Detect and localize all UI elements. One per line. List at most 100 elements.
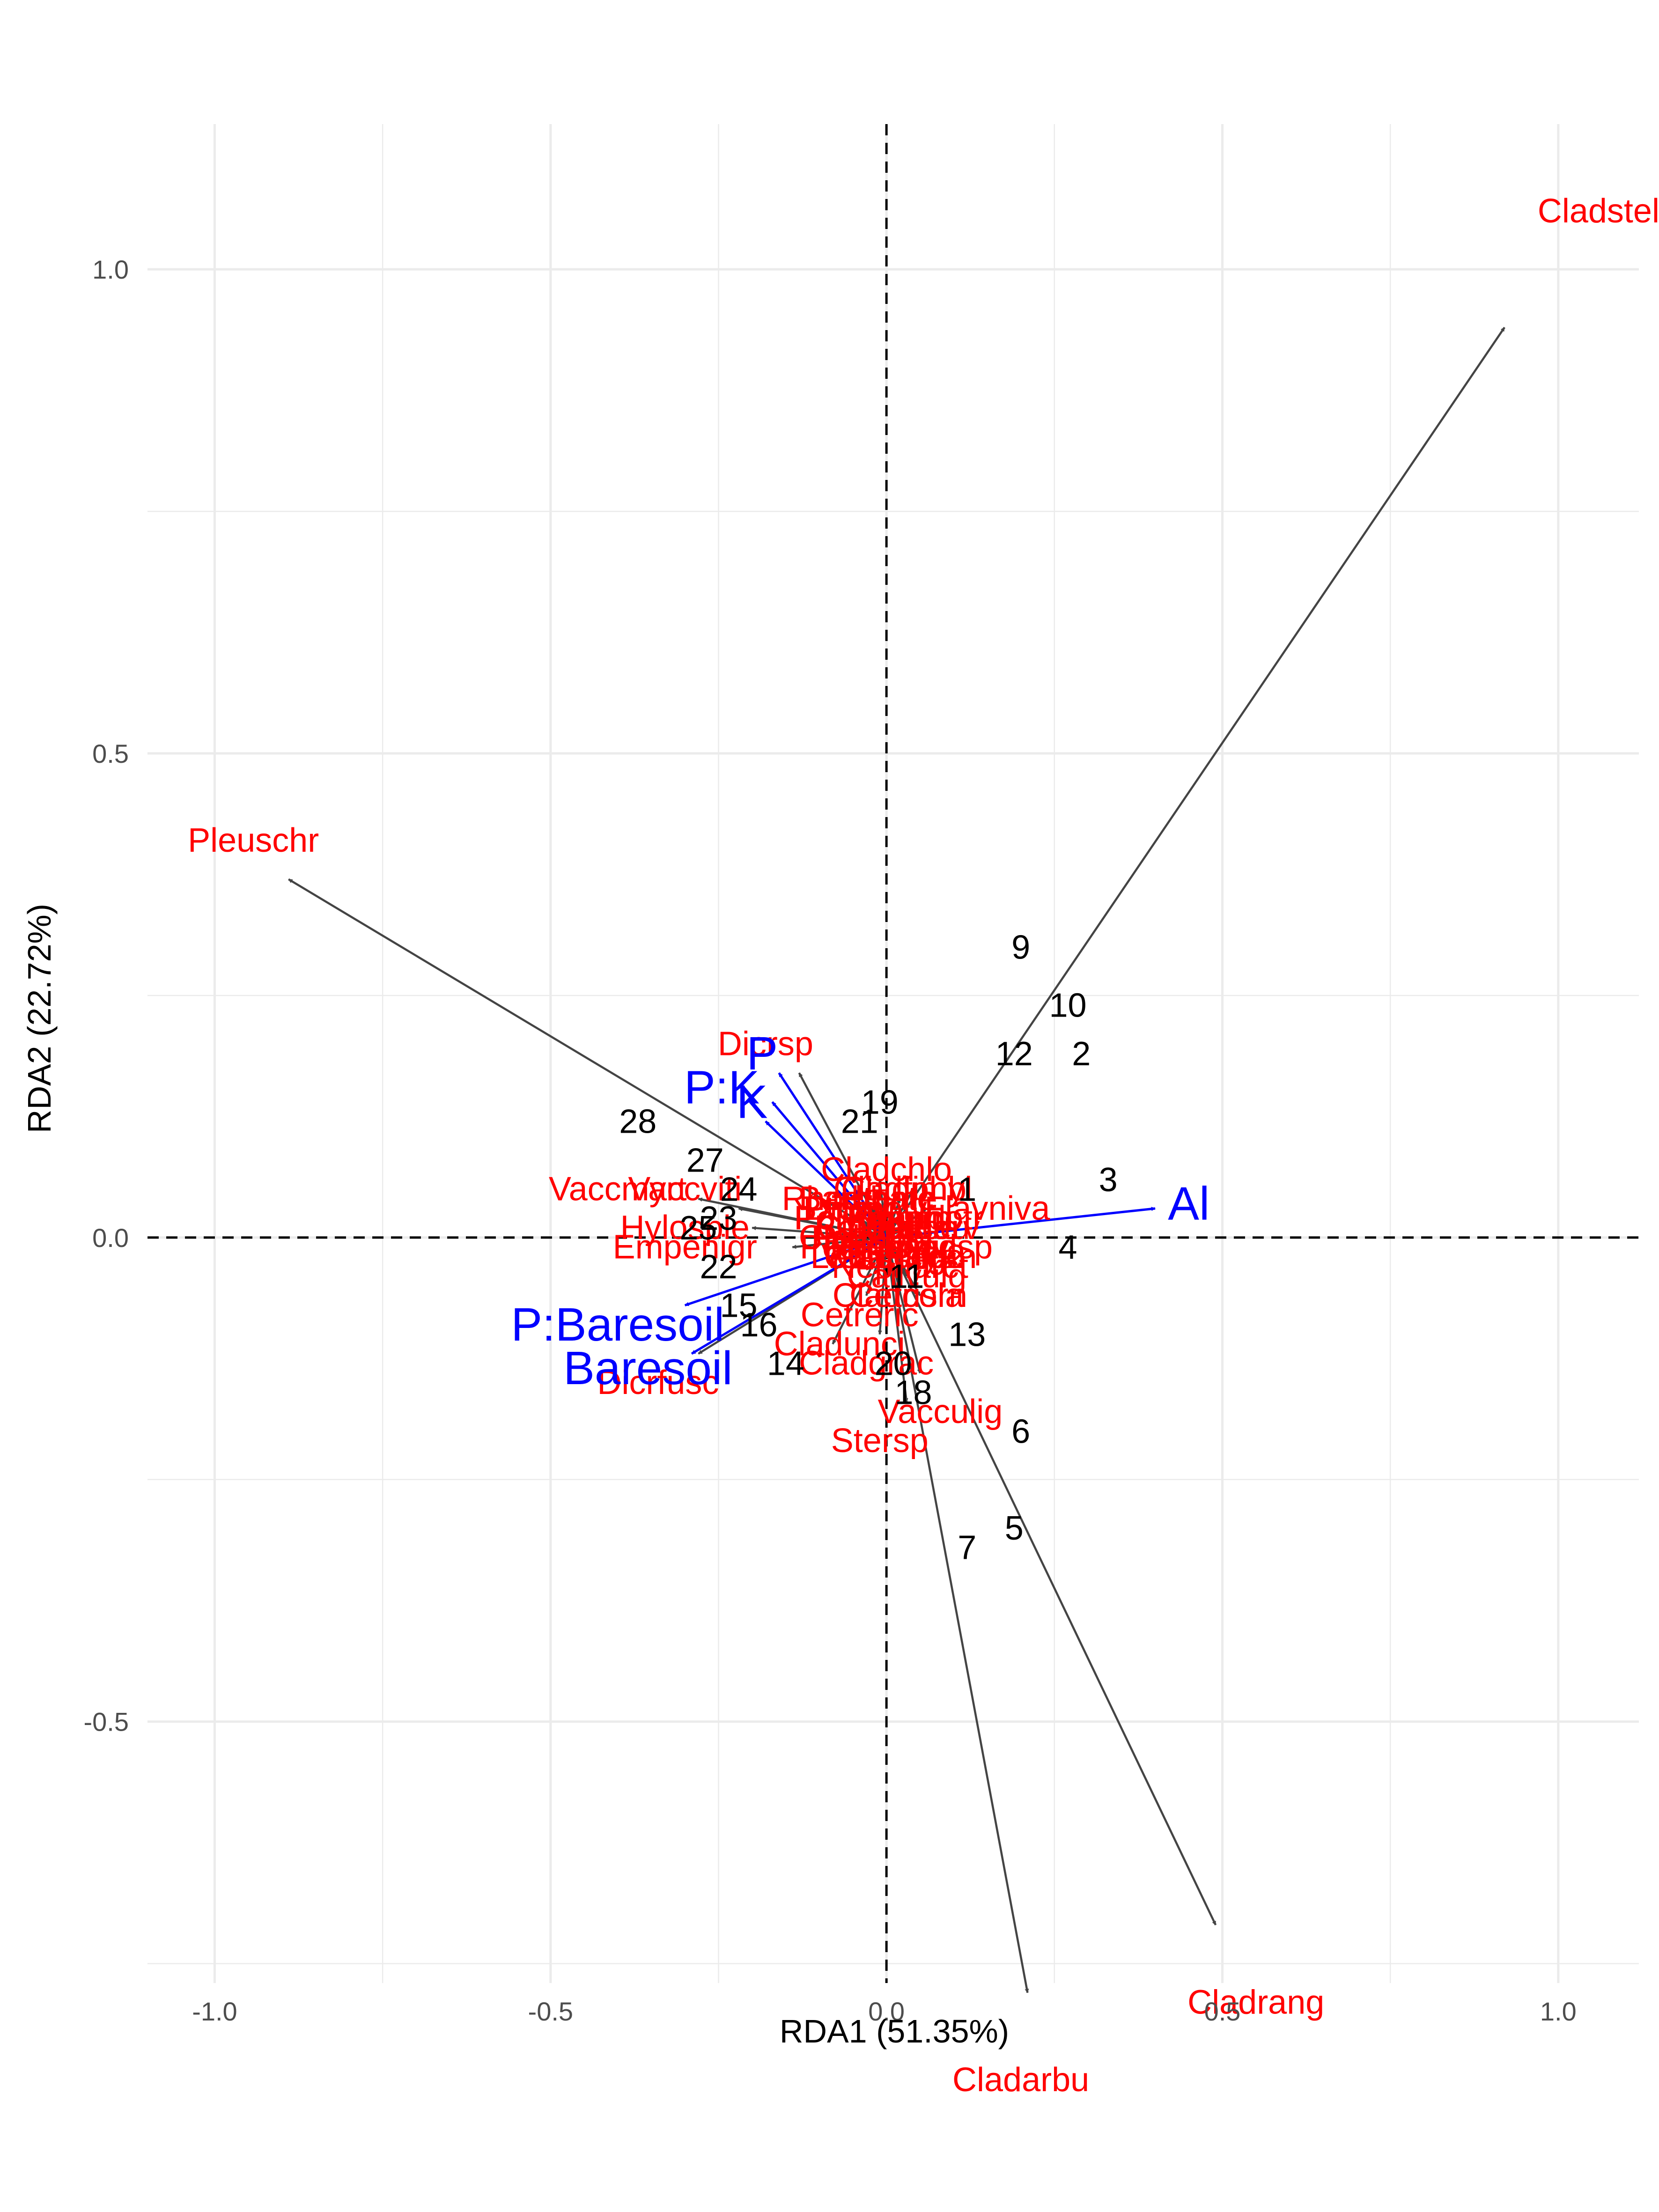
species-arrow	[885, 1237, 901, 1258]
species-arrows	[288, 326, 1505, 1993]
environment-arrows	[684, 1072, 1156, 1355]
species-labels: Cladstel Pleuschr Cladrang Cladarbu Dicrsp Va…	[188, 192, 1659, 2099]
species-label: Cladarbu	[952, 2061, 1089, 2099]
site-label: 24	[720, 1171, 757, 1208]
site-label: 18	[894, 1374, 932, 1412]
species-label: Cladphyl	[841, 1170, 972, 1208]
species-label: Cladcris	[799, 1219, 921, 1256]
species-label: Cladfimb	[833, 1170, 966, 1208]
species-label: Cladcyan	[836, 1238, 977, 1276]
species-label: Cladbotr	[856, 1200, 984, 1237]
species-arrow	[877, 1237, 888, 1335]
species-label: Icmaeric	[829, 1229, 957, 1266]
environment-arrow	[771, 1101, 888, 1239]
species-label: Barbhatc	[799, 1180, 934, 1217]
species-label: Polyjuni	[794, 1200, 912, 1237]
species-arrow	[885, 1198, 901, 1238]
x-tick-label: -1.0	[192, 1997, 237, 2026]
species-label: Vacculig2	[821, 1238, 965, 1276]
environment-arrow	[684, 1236, 887, 1306]
site-label: 5	[1005, 1510, 1024, 1547]
species-label: Dicrsp	[718, 1025, 813, 1062]
species-label: Betupube	[814, 1209, 959, 1246]
species-label: Polypili	[847, 1200, 953, 1237]
site-label: 11	[889, 1258, 924, 1296]
y-tick-label: 0.5	[92, 739, 129, 768]
species-label: Pohlnuta	[800, 1229, 933, 1266]
species-arrow	[832, 1237, 888, 1345]
species-label: Cladgrac	[799, 1345, 934, 1382]
species-label: Cladrang	[1187, 1983, 1324, 2021]
site-label: 1	[958, 1171, 976, 1208]
species-label: Nepharct	[832, 1248, 968, 1285]
site-label: 14	[767, 1345, 804, 1383]
species-label: Cladcocc	[824, 1238, 962, 1276]
site-label: 25	[679, 1209, 717, 1247]
site-label: 3	[1099, 1161, 1118, 1199]
species-label: Cladchlo	[821, 1151, 952, 1188]
species-label: Dicrpoly	[805, 1190, 927, 1227]
y-tick-label: 1.0	[92, 255, 129, 284]
site-label: 23	[700, 1200, 737, 1238]
site-label: 21	[841, 1103, 878, 1141]
site-label: 7	[958, 1529, 976, 1567]
site-label: 6	[1011, 1413, 1030, 1450]
environment-label: P:Baresoil	[511, 1298, 724, 1351]
species-label: Hylosple	[620, 1209, 750, 1246]
species-label: Pinusylv	[824, 1229, 949, 1266]
site-label: 9	[1011, 929, 1030, 966]
species-label: Pleuschr	[188, 822, 319, 859]
x-tick-label: 0.0	[868, 1997, 905, 2026]
species-arrow	[885, 1237, 1029, 1993]
x-tick-label: 0.5	[1204, 1997, 1241, 2026]
site-label: 19	[861, 1084, 899, 1121]
species-label: Stersp	[831, 1422, 929, 1460]
species-label: Cladunci	[774, 1325, 905, 1363]
species-label: Cladcorn	[833, 1277, 967, 1314]
species-label: Cladamau	[816, 1209, 970, 1246]
x-axis-title: RDA1 (51.35%)	[780, 2013, 1009, 2050]
species-label: Vaccmyrt	[549, 1170, 687, 1208]
species-label: Flavniva	[924, 1190, 1050, 1227]
species-label: Empenigr	[613, 1229, 757, 1266]
site-label: 28	[619, 1103, 656, 1141]
site-label: 20	[874, 1345, 912, 1383]
species-label: Ledupalu	[811, 1238, 949, 1276]
species-label: Polycomm	[794, 1200, 951, 1237]
environment-arrow	[765, 1120, 887, 1239]
site-label: 2	[1072, 1035, 1091, 1073]
species-arrow	[738, 1207, 887, 1239]
site-label: 16	[740, 1306, 778, 1344]
species-label: Cladstel	[1538, 192, 1659, 230]
y-tick-label: -0.5	[84, 1707, 129, 1737]
environment-arrow	[886, 1207, 1156, 1239]
species-label: Ptilcili	[803, 1190, 889, 1227]
species-arrow	[885, 1237, 908, 1403]
species-label: Callvulg	[847, 1258, 966, 1295]
species-label: Cladsp	[888, 1229, 993, 1266]
species-arrow	[792, 1236, 887, 1249]
species-label: Rhodtome	[782, 1180, 937, 1217]
species-label: Vacculig	[878, 1393, 1003, 1430]
species-arrow	[752, 1226, 887, 1239]
environment-arrow	[778, 1072, 888, 1239]
species-arrow	[885, 1237, 922, 1374]
species-arrow	[886, 1227, 907, 1239]
species-label: Cetreric	[801, 1296, 919, 1334]
environment-label: K	[737, 1076, 768, 1128]
species-label: Dicrfusc	[597, 1364, 719, 1401]
y-axis-title: RDA2 (22.72%)	[21, 904, 58, 1133]
site-label: 10	[1049, 987, 1086, 1025]
reference-lines	[147, 124, 1639, 1983]
site-label: 13	[948, 1316, 986, 1354]
y-tick-label: 0.0	[92, 1223, 129, 1253]
site-label: 12	[995, 1035, 1033, 1073]
species-arrow	[288, 878, 887, 1239]
axis-ticks: -1.0 -0.5 0.0 0.5 1.0 -0.5 0.0 0.5 1.0	[84, 255, 1577, 2026]
species-arrow	[885, 1208, 928, 1239]
species-label: Cetrisla	[849, 1277, 964, 1314]
environment-label: Baresoil	[563, 1342, 732, 1394]
